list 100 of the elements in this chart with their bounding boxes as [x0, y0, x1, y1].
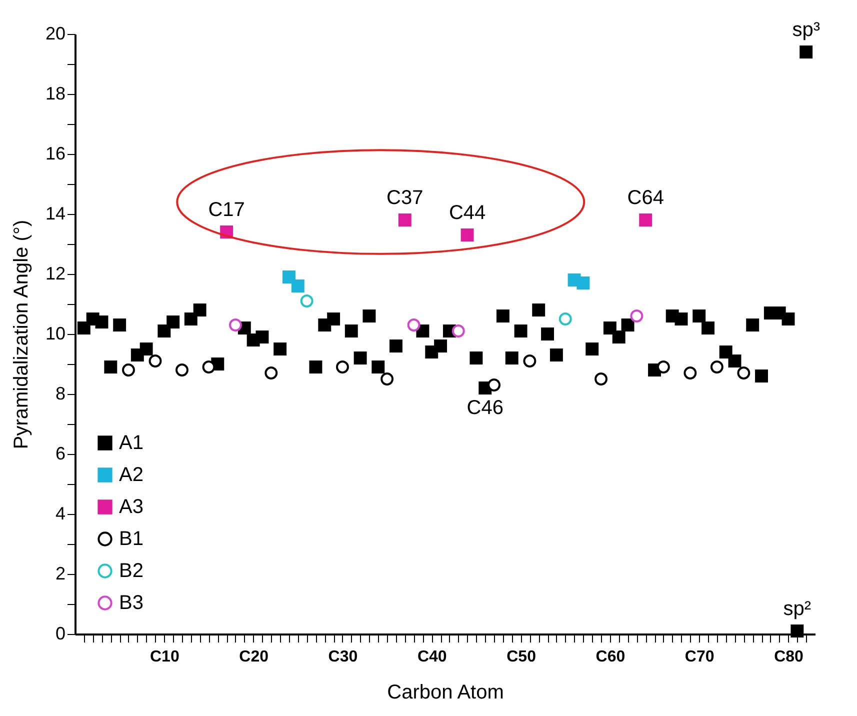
point	[166, 316, 180, 328]
y-tick-label: 14	[45, 204, 66, 224]
point	[514, 324, 528, 338]
x-tick-label: C50	[506, 648, 536, 666]
y-tick-label: 20	[45, 24, 66, 44]
point	[541, 328, 554, 340]
point	[202, 360, 216, 374]
point	[452, 324, 465, 338]
point	[470, 352, 483, 364]
point	[434, 340, 448, 352]
annotation: sp³	[792, 19, 820, 41]
point	[505, 352, 518, 364]
point	[594, 372, 608, 386]
point	[746, 318, 760, 332]
point	[229, 318, 242, 332]
point	[309, 360, 322, 374]
point	[193, 304, 206, 316]
point	[362, 310, 376, 322]
x-tick-label: C70	[684, 648, 714, 666]
point	[737, 366, 750, 380]
y-tick-label: 6	[55, 444, 66, 464]
point	[728, 354, 742, 368]
y-tick-label: 0	[55, 624, 66, 644]
point	[576, 276, 590, 290]
x-tick-label: C80	[774, 648, 804, 666]
point	[264, 366, 278, 380]
point	[140, 342, 153, 356]
point	[407, 318, 420, 332]
point	[755, 370, 768, 382]
point	[176, 364, 188, 376]
x-tick-label: C60	[596, 648, 626, 666]
point	[603, 322, 616, 334]
point	[380, 372, 394, 386]
x-tick-label: C10	[150, 648, 180, 666]
point	[710, 360, 724, 374]
point	[790, 624, 804, 638]
point	[782, 312, 795, 326]
legend-label: A1	[119, 432, 144, 454]
point	[95, 316, 108, 328]
point	[702, 322, 714, 334]
y-tick-label: 2	[55, 564, 66, 584]
y-tick-label: 12	[45, 264, 66, 284]
point	[122, 364, 135, 376]
point	[389, 340, 402, 352]
legend-label: B1	[119, 528, 144, 550]
x-tick-label: C30	[328, 648, 358, 666]
point	[496, 310, 510, 322]
legend-label: A2	[119, 464, 144, 486]
point	[586, 342, 599, 356]
y-tick-label: 16	[45, 144, 66, 164]
point	[558, 312, 572, 326]
point	[656, 360, 670, 374]
x-tick-label: C20	[239, 648, 269, 666]
point	[550, 348, 563, 362]
point	[684, 366, 697, 380]
annotation: sp²	[783, 598, 812, 620]
point	[274, 342, 287, 356]
point	[523, 354, 536, 368]
y-axis-title: Pyramidalization Angle (°)	[10, 220, 32, 450]
point	[256, 330, 269, 344]
y-tick-label: 10	[45, 324, 66, 344]
point	[77, 322, 90, 334]
point	[300, 294, 314, 308]
y-tick-label: 8	[55, 384, 66, 404]
point	[336, 360, 349, 374]
point	[113, 318, 126, 332]
annotation: C37	[386, 187, 424, 209]
annotation: C46	[466, 397, 504, 419]
point	[719, 346, 732, 358]
point	[612, 330, 626, 344]
point	[398, 214, 412, 226]
point	[344, 324, 358, 338]
point	[621, 318, 634, 332]
point	[416, 324, 430, 338]
point	[184, 312, 198, 326]
y-tick-label: 18	[45, 84, 66, 104]
legend-label: A3	[119, 496, 144, 518]
point	[800, 46, 813, 58]
point	[291, 280, 304, 292]
point	[630, 310, 644, 322]
point	[639, 214, 652, 226]
point	[532, 304, 546, 316]
point	[674, 312, 688, 326]
point	[158, 324, 171, 338]
point	[104, 360, 118, 374]
point	[282, 270, 296, 284]
annotation: C44	[448, 202, 486, 224]
point	[148, 354, 162, 368]
x-axis-title: Carbon Atom	[387, 682, 504, 704]
x-tick-label: C40	[417, 648, 447, 666]
point	[460, 228, 474, 242]
point	[372, 360, 385, 374]
legend-label: B3	[119, 592, 144, 614]
annotation: C64	[627, 187, 664, 209]
point	[327, 312, 340, 326]
point	[692, 310, 706, 322]
point	[354, 352, 367, 364]
y-tick-label: 4	[55, 504, 66, 524]
point	[488, 378, 501, 392]
annotation: C17	[208, 199, 245, 221]
